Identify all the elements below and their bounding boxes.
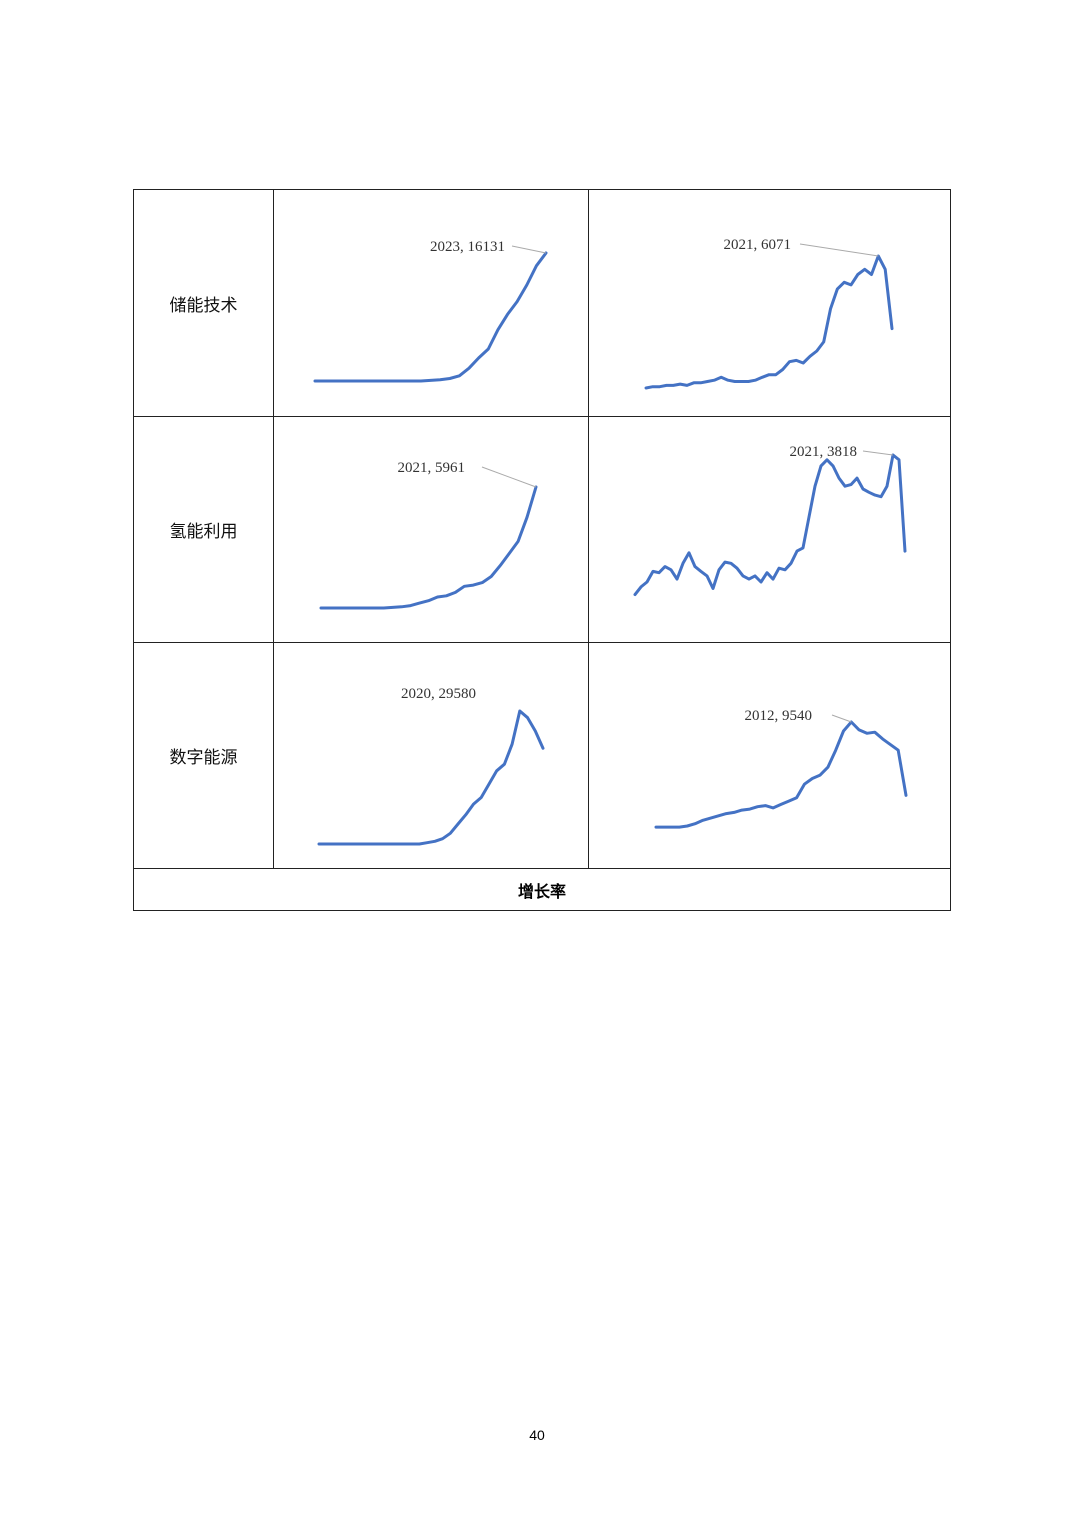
sparkline-chart-6: 2012, 9540 — [656, 708, 906, 827]
sparkline-chart-3: 2021, 5961 — [321, 460, 536, 608]
series-line — [656, 722, 906, 827]
series-line — [319, 711, 543, 844]
sparkline-chart-1: 2023, 16131 — [315, 239, 546, 381]
annotation-leader-line — [832, 715, 851, 722]
peak-annotation: 2012, 9540 — [745, 708, 813, 724]
annotation-leader-line — [482, 467, 536, 487]
annotation-leader-line — [512, 246, 546, 253]
sparkline-chart-5: 2020, 29580 — [319, 686, 543, 844]
peak-annotation: 2021, 6071 — [724, 237, 792, 253]
sparkline-chart-2: 2021, 6071 — [646, 237, 892, 388]
peak-annotation: 2021, 5961 — [398, 460, 466, 476]
annotation-leader-line — [863, 451, 893, 455]
series-line — [321, 487, 536, 608]
peak-annotation: 2021, 3818 — [790, 444, 858, 460]
series-line — [635, 455, 905, 595]
peak-annotation: 2020, 29580 — [401, 686, 476, 702]
sparkline-chart-4: 2021, 3818 — [635, 444, 905, 595]
peak-annotation: 2023, 16131 — [430, 239, 505, 255]
annotation-leader-line — [800, 244, 878, 256]
series-line — [646, 256, 892, 388]
series-line — [315, 253, 546, 381]
